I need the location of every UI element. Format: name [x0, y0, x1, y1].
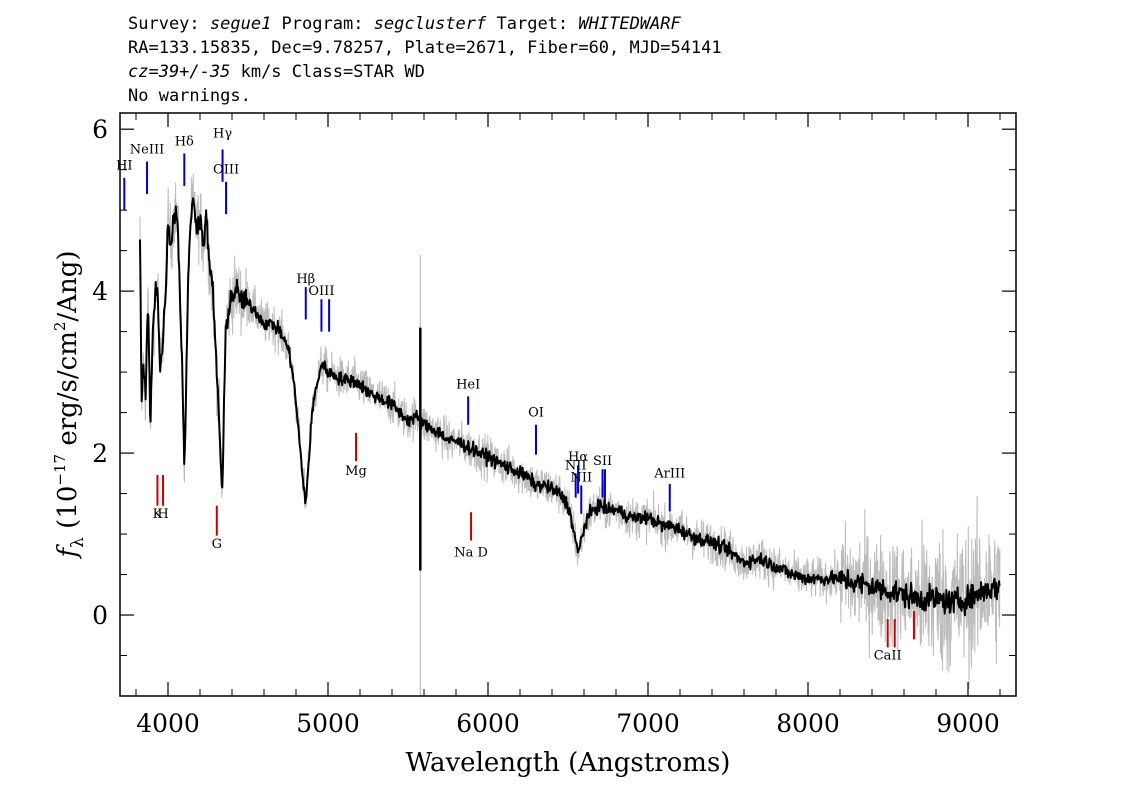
x-tick-label: 8000: [776, 709, 840, 738]
target-label: Target:: [486, 14, 579, 34]
x-tick-label: 6000: [456, 709, 520, 738]
noise-trace: [139, 173, 1001, 689]
x-axis-title: Wavelength (Angstroms): [406, 748, 731, 778]
y-tick-label: 6: [92, 115, 108, 144]
emission-line-label: Hδ: [175, 134, 194, 149]
absorption-line-label: CaII: [874, 649, 902, 664]
absorption-line-label: H: [157, 507, 168, 522]
absorption-line-label: G: [212, 537, 222, 552]
emission-line-label: Hγ: [213, 126, 232, 141]
emission-line-label: Hβ: [296, 272, 315, 287]
flux-line: [139, 197, 1001, 617]
x-tick-label: 9000: [936, 709, 1000, 738]
header-line-warnings: No warnings.: [128, 86, 251, 106]
flux-series: [139, 197, 1001, 617]
flux-noise-band: [139, 173, 1001, 696]
plot-frame: [119, 112, 1017, 697]
emission-line-label: ArIII: [653, 466, 685, 481]
emission-line-label: NeIII: [130, 142, 164, 157]
emission-line-label: SII: [593, 454, 612, 469]
absorption-line-label: Mg: [345, 464, 367, 479]
x-tick-label: 5000: [296, 709, 360, 738]
svg-text:fλ (10−17 erg/s/cm2/Ang): fλ (10−17 erg/s/cm2/Ang): [51, 251, 88, 560]
y-tick-label: 4: [92, 277, 108, 306]
emission-line-label: OIII: [213, 163, 239, 178]
emission-line-label: Hα: [568, 450, 588, 465]
x-tick-label: 7000: [616, 709, 680, 738]
axis-ticks: 4000 5000 6000 7000 8000 9000 0 2 4 6: [92, 113, 1016, 738]
emission-line-label: OI: [528, 406, 544, 421]
spectral-line-markers: HINeIIIHδHγOIIIHβOIIIHeIOINIIHαNIISIIArI…: [116, 126, 915, 664]
survey-label: Survey:: [128, 14, 210, 34]
emission-line-label: NII: [565, 458, 587, 473]
emission-line-label: NII: [570, 470, 592, 485]
header-line-coordinates: RA=133.15835, Dec=9.78257, Plate=2671, F…: [128, 38, 722, 58]
absorption-line-label: Na D: [454, 546, 488, 561]
header-line-redshift: cz=39+/-35 km/s Class=STAR WD: [128, 60, 722, 84]
spectrum-header: Survey: segue1 Program: segclusterf Targ…: [128, 12, 722, 108]
survey-value: segue1: [209, 14, 272, 34]
y-tick-label: 0: [92, 601, 108, 630]
header-line-survey: Survey: segue1 Program: segclusterf Targ…: [128, 12, 722, 36]
y-tick-label: 2: [92, 439, 108, 468]
program-label: Program:: [271, 14, 374, 34]
y-axis-title: fλ (10−17 erg/s/cm2/Ang): [51, 251, 88, 560]
absorption-line-label: K: [153, 507, 163, 522]
class-value: km/s Class=STAR WD: [230, 62, 425, 82]
emission-line-label: HI: [116, 159, 132, 174]
program-value: segclusterf: [373, 14, 487, 34]
emission-line-label: HeI: [456, 377, 480, 392]
redshift-value: cz=39+/-35: [128, 62, 231, 82]
x-tick-label: 4000: [136, 709, 200, 738]
target-value: WHITEDWARF: [578, 14, 681, 34]
emission-line-label: OIII: [308, 284, 334, 299]
